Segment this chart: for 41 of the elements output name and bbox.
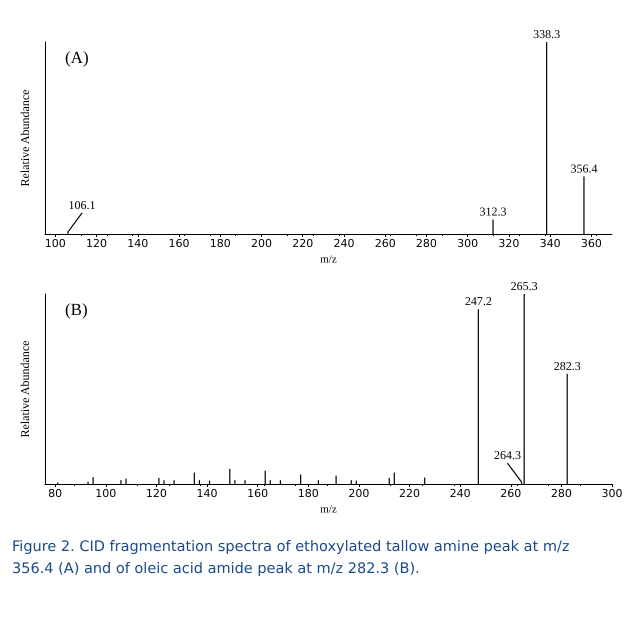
caption: Figure 2. CID fragmentation spectra of ethoxylated tallow amine peak at m/z 356.4 (A) and of oleic acid amide peak at m/z 282.3 (B). <box>12 538 570 579</box>
x-tick-label: 220 <box>292 237 314 250</box>
x-tick-label: 140 <box>196 487 218 500</box>
chart-title: (B) <box>65 300 88 319</box>
y-axis-title: Relative Abundance <box>18 340 32 438</box>
x-tick-label: 220 <box>399 487 420 500</box>
x-tick-label: 120 <box>146 487 167 500</box>
y-axis-title: Relative Abundance <box>18 90 32 186</box>
x-tick-label: 240 <box>450 487 471 500</box>
x-tick-label: 100 <box>95 487 116 500</box>
x-tick-label: 340 <box>540 237 561 250</box>
x-tick-label: 320 <box>498 237 520 250</box>
x-tick-label: 200 <box>348 487 370 500</box>
x-tick-label: 160 <box>168 237 190 250</box>
x-tick-label: 260 <box>374 237 396 250</box>
x-axis-title: m/z <box>320 254 337 266</box>
chart-title: (A) <box>65 48 89 67</box>
x-tick-label: 160 <box>247 487 268 500</box>
x-tick-label: 280 <box>550 487 572 500</box>
x-tick-label: 240 <box>333 237 354 250</box>
x-tick-label: 120 <box>86 237 108 250</box>
x-tick-label: 200 <box>250 237 272 250</box>
annotation: 338.3 <box>533 27 560 41</box>
x-tick-label: 180 <box>298 487 319 500</box>
x-tick-label: 280 <box>416 237 437 250</box>
x-tick-label: 360 <box>580 237 602 250</box>
x-tick-label: 300 <box>457 237 478 250</box>
x-tick-label: 260 <box>500 487 522 500</box>
annotation: 265.3 <box>510 279 538 293</box>
x-tick-label: 80 <box>48 487 62 500</box>
annotation: 247.2 <box>464 294 492 308</box>
x-tick-label: 100 <box>44 237 66 250</box>
annotation: 282.3 <box>554 358 581 373</box>
annotation: 356.4 <box>570 161 598 176</box>
x-tick-label: 180 <box>210 237 231 250</box>
annotation: 264.3 <box>494 448 521 462</box>
annotation: 106.1 <box>68 198 96 212</box>
annotation: 312.3 <box>480 204 507 219</box>
x-axis-title: m/z <box>320 504 337 516</box>
x-tick-label: 300 <box>602 487 622 500</box>
x-tick-label: 140 <box>127 237 148 250</box>
